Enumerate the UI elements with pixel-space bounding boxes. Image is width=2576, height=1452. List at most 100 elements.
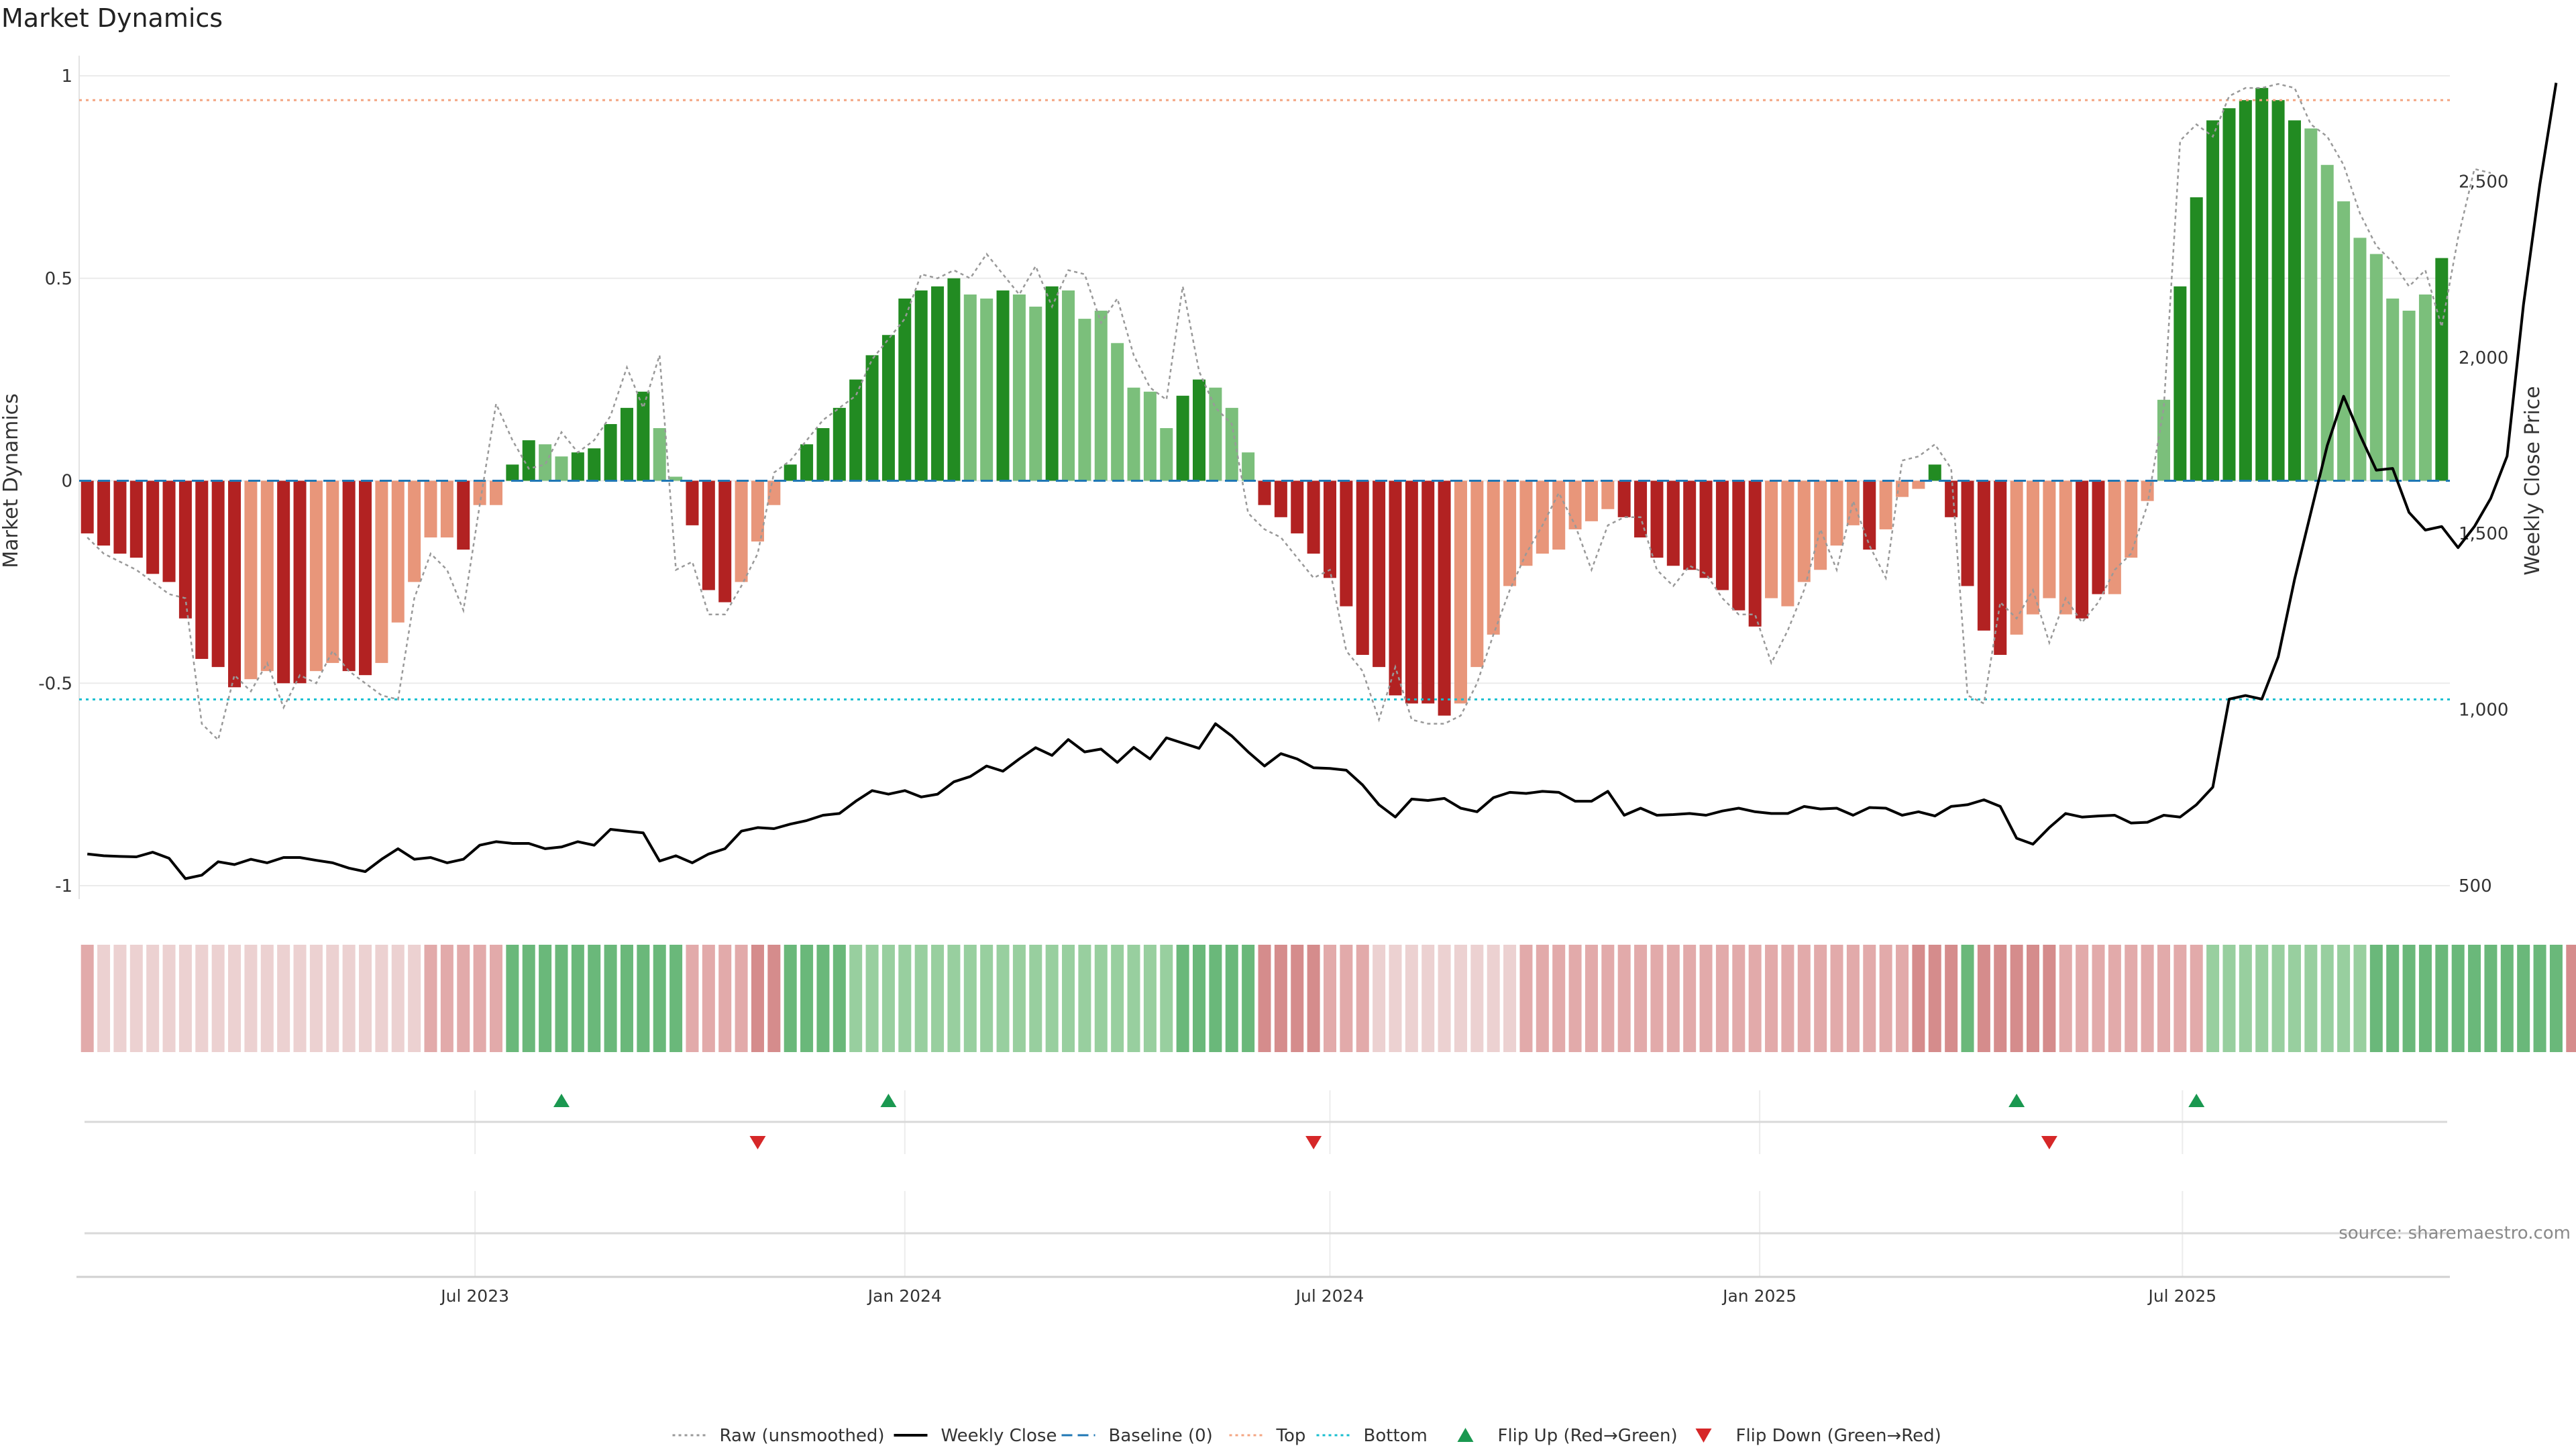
regime-ribbon-cell bbox=[1814, 945, 1827, 1052]
market-dynamics-bar bbox=[996, 290, 1010, 481]
regime-ribbon-cell bbox=[2468, 945, 2481, 1052]
y2-tick-label: 2,000 bbox=[2459, 348, 2508, 368]
regime-ribbon-cell bbox=[2206, 945, 2220, 1052]
regime-ribbon-cell bbox=[342, 945, 356, 1052]
regime-ribbon-cell bbox=[1617, 945, 1631, 1052]
regime-ribbon-cell bbox=[2402, 945, 2416, 1052]
chart-title: Market Dynamics bbox=[1, 3, 223, 33]
market-dynamics-bar bbox=[1617, 480, 1631, 517]
market-dynamics-bar bbox=[1715, 480, 1729, 590]
market-dynamics-bar bbox=[1977, 480, 1990, 631]
market-dynamics-bar bbox=[1552, 480, 1566, 550]
regime-ribbon-cell bbox=[849, 945, 863, 1052]
legend-swatch bbox=[1457, 1428, 1474, 1442]
y-tick-label: 0.5 bbox=[45, 269, 72, 289]
market-dynamics-bar bbox=[359, 480, 372, 676]
flip-up-marker bbox=[2188, 1094, 2205, 1107]
regime-ribbon-cell bbox=[1307, 945, 1320, 1052]
regime-ribbon-cell bbox=[1846, 945, 1860, 1052]
market-dynamics-bar bbox=[1797, 480, 1811, 582]
regime-ribbon-cell bbox=[1896, 945, 1909, 1052]
market-dynamics-bar bbox=[1585, 480, 1598, 521]
regime-ribbon-cell bbox=[1928, 945, 1941, 1052]
market-dynamics-bar bbox=[1945, 480, 1958, 517]
regime-ribbon-cell bbox=[1552, 945, 1566, 1052]
market-dynamics-bar bbox=[1421, 480, 1435, 704]
regime-ribbon-cell bbox=[244, 945, 258, 1052]
market-dynamics-bar bbox=[1258, 480, 1271, 505]
regime-ribbon-cell bbox=[489, 945, 503, 1052]
y-tick-label: 0 bbox=[61, 472, 72, 492]
regime-ribbon-cell bbox=[653, 945, 666, 1052]
regime-ribbon-cell bbox=[1945, 945, 1958, 1052]
market-dynamics-bar bbox=[1928, 464, 1941, 481]
market-dynamics-bar bbox=[277, 480, 290, 684]
market-dynamics-bar bbox=[1029, 306, 1042, 481]
market-dynamics-bar bbox=[2353, 238, 2367, 481]
regime-ribbon-cell bbox=[1389, 945, 1402, 1052]
market-dynamics-bar bbox=[1748, 480, 1762, 627]
regime-ribbon-cell bbox=[2174, 945, 2187, 1052]
regime-ribbon-cell bbox=[1160, 945, 1173, 1052]
legend-item: Baseline (0) bbox=[1061, 1426, 1213, 1446]
market-dynamics-bar bbox=[424, 480, 437, 537]
regime-ribbon-cell bbox=[784, 945, 797, 1052]
regime-ribbon-cell bbox=[97, 945, 111, 1052]
market-dynamics-bar bbox=[1896, 480, 1909, 497]
regime-ribbon-cell bbox=[2026, 945, 2040, 1052]
market-dynamics-bar bbox=[833, 407, 846, 481]
regime-ribbon-cell bbox=[963, 945, 977, 1052]
regime-ribbon-cell bbox=[228, 945, 241, 1052]
regime-ribbon-cell bbox=[1193, 945, 1206, 1052]
market-dynamics-bar bbox=[1814, 480, 1827, 570]
regime-ribbon-cell bbox=[686, 945, 699, 1052]
market-dynamics-bar bbox=[244, 480, 258, 680]
market-dynamics-bar bbox=[1078, 319, 1091, 481]
market-dynamics-bar bbox=[980, 298, 994, 481]
market-dynamics-bar bbox=[1699, 480, 1713, 578]
market-dynamics-bar bbox=[2174, 286, 2187, 481]
market-dynamics-bar bbox=[849, 379, 863, 481]
regime-ribbon-cell bbox=[1781, 945, 1794, 1052]
legend-label: Raw (unsmoothed) bbox=[720, 1426, 885, 1446]
market-dynamics-bar bbox=[2255, 88, 2269, 481]
market-dynamics-bar bbox=[2092, 480, 2105, 594]
market-dynamics-bar bbox=[2141, 480, 2154, 501]
regime-ribbon-cell bbox=[1830, 945, 1843, 1052]
market-dynamics-bar bbox=[1732, 480, 1746, 611]
regime-ribbon-cell bbox=[833, 945, 846, 1052]
legend-label: Baseline (0) bbox=[1109, 1426, 1213, 1446]
regime-ribbon-cell bbox=[146, 945, 160, 1052]
market-dynamics-bar bbox=[1487, 480, 1500, 635]
market-dynamics-bar bbox=[1356, 480, 1369, 656]
regime-ribbon-cell bbox=[2566, 945, 2576, 1052]
market-dynamics-bar bbox=[1536, 480, 1549, 554]
regime-ribbon-cell bbox=[1127, 945, 1140, 1052]
market-dynamics-bar bbox=[751, 480, 764, 542]
regime-ribbon-cell bbox=[2239, 945, 2252, 1052]
flip-up-marker bbox=[880, 1094, 897, 1107]
market-dynamics-bar bbox=[1094, 311, 1108, 481]
regime-ribbon-cell bbox=[1356, 945, 1369, 1052]
legend-swatch bbox=[1695, 1429, 1712, 1443]
market-dynamics-bar bbox=[914, 290, 928, 481]
market-dynamics-bar bbox=[1176, 395, 1189, 481]
regime-ribbon-cell bbox=[129, 945, 143, 1052]
x-tick-label: Jul 2024 bbox=[1295, 1286, 1364, 1306]
regime-ribbon-cell bbox=[718, 945, 732, 1052]
y2-tick-label: 1,000 bbox=[2459, 701, 2508, 721]
regime-ribbon-cell bbox=[702, 945, 715, 1052]
regime-ribbon-cell bbox=[2255, 945, 2269, 1052]
y2-tick-label: 500 bbox=[2459, 876, 2492, 896]
legend-label: Weekly Close bbox=[941, 1426, 1057, 1446]
market-dynamics-bar bbox=[2010, 480, 2023, 635]
regime-ribbon-cell bbox=[2271, 945, 2285, 1052]
market-dynamics-bar bbox=[375, 480, 388, 664]
regime-ribbon-cell bbox=[1977, 945, 1990, 1052]
market-dynamics-bar bbox=[1601, 480, 1615, 509]
market-dynamics-bar bbox=[1765, 480, 1778, 599]
market-dynamics-bar bbox=[1961, 480, 1974, 586]
legend-item: Raw (unsmoothed) bbox=[672, 1426, 885, 1446]
regime-ribbon-cell bbox=[2304, 945, 2318, 1052]
